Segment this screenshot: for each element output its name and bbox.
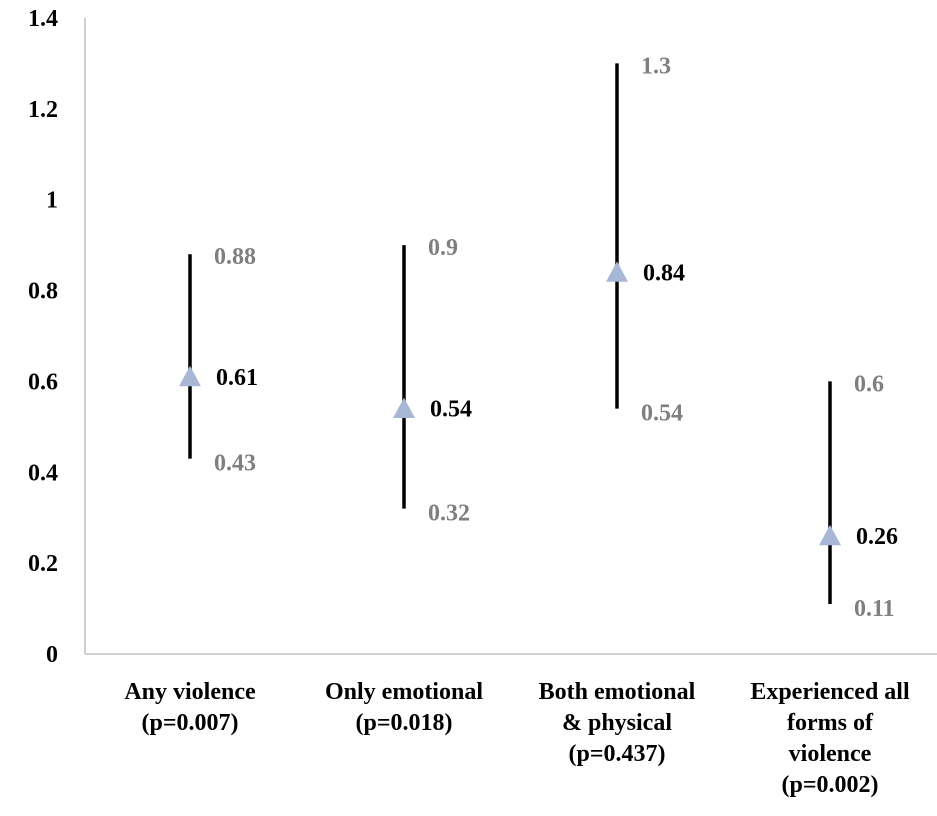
category-group: 0.54 0.9 0.32 [393, 235, 472, 527]
estimate-label: 0.84 [643, 260, 685, 286]
x-category-label: Experienced all forms of violence (p=0.002) [750, 679, 910, 798]
x-category-label: Only emotional (p=0.018) [325, 679, 483, 736]
y-tick-label: 0.6 [28, 369, 58, 395]
y-tick-label: 0.8 [28, 279, 58, 305]
estimate-label: 0.26 [856, 524, 898, 550]
upper-bound-label: 1.3 [641, 53, 671, 79]
lower-bound-label: 0.43 [214, 451, 256, 477]
lower-bound-label: 0.54 [641, 401, 683, 427]
y-tick-label: 0.2 [28, 551, 58, 577]
x-category-label: Any violence (p=0.007) [124, 679, 256, 736]
y-axis-ticks: 0 0.2 0.4 0.6 0.8 1 1.2 1.4 [28, 6, 58, 668]
category-group: 0.84 1.3 0.54 [606, 53, 685, 427]
estimates-series: 0.610.880.430.540.90.320.841.30.540.260.… [179, 53, 898, 622]
lower-bound-label: 0.11 [854, 596, 895, 622]
x-category-label: Both emotional & physical (p=0.437) [539, 679, 696, 767]
y-tick-label: 0.4 [28, 460, 58, 486]
y-tick-label: 1.2 [28, 97, 58, 123]
y-tick-label: 0 [46, 642, 58, 668]
estimate-label: 0.54 [430, 397, 472, 423]
estimate-marker [606, 261, 628, 282]
upper-bound-label: 0.9 [428, 235, 458, 261]
estimate-marker [179, 365, 201, 387]
estimate-marker [393, 397, 415, 419]
category-group: 0.26 0.6 0.11 [819, 371, 898, 622]
upper-bound-label: 0.88 [214, 244, 256, 270]
y-tick-label: 1.4 [28, 6, 58, 32]
upper-bound-label: 0.6 [854, 371, 884, 397]
estimate-label: 0.61 [216, 365, 258, 391]
category-group: 0.61 0.88 0.43 [179, 244, 258, 477]
y-tick-label: 1 [46, 188, 58, 214]
estimate-marker [819, 524, 841, 546]
x-axis-category-labels: Any violence (p=0.007) Only emotional (p=0.… [124, 679, 910, 798]
lower-bound-label: 0.32 [428, 501, 470, 527]
